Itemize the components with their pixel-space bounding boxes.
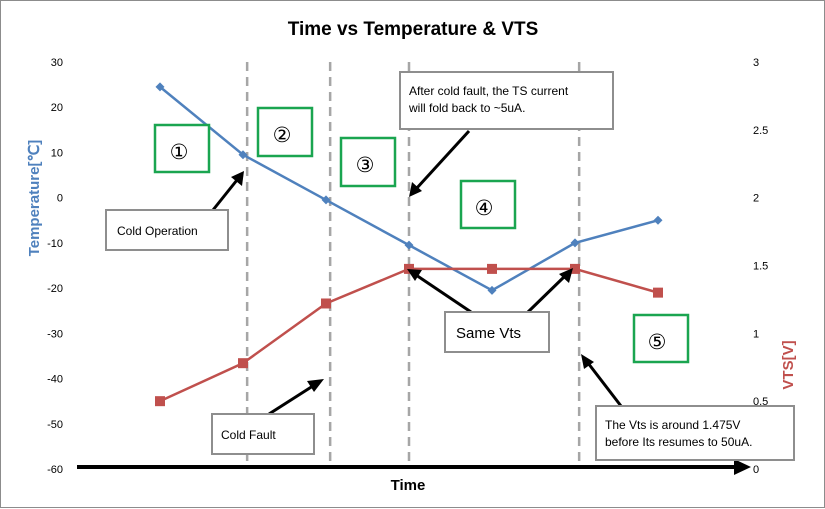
region-box-2: ② — [256, 106, 314, 158]
temperature-point — [487, 285, 497, 295]
arrow-after-cold-fault — [409, 129, 471, 197]
left-tick-label: -60 — [47, 464, 63, 476]
y-axis-left-title: Temperature[℃] — [26, 140, 43, 257]
region-label-2: ② — [273, 123, 292, 147]
temperature-point — [404, 240, 414, 250]
callout-same-vts: Same Vts — [444, 311, 550, 353]
region-box-4: ④ — [459, 179, 517, 230]
arrow-same-vts-right — [526, 268, 573, 314]
series-layer — [155, 82, 663, 407]
callout-cold-operation: Cold Operation — [105, 209, 229, 251]
right-tick-label: 2 — [753, 193, 759, 205]
region-label-3: ③ — [356, 153, 375, 177]
right-tick-label: 1 — [753, 328, 759, 340]
right-tick-label: 3 — [753, 57, 759, 69]
right-tick-label: 2.5 — [753, 125, 768, 137]
vts-point — [238, 358, 248, 369]
callout-vts-around-line1: The Vts is around 1.475V — [605, 418, 740, 432]
temperature-point — [321, 195, 331, 205]
left-tick-label: 20 — [51, 102, 63, 114]
callout-cold-fault: Cold Fault — [211, 413, 315, 455]
left-tick-label: -30 — [47, 328, 63, 340]
temperature-point — [653, 215, 663, 225]
callout-after-cold-fault-line1: After cold fault, the TS current — [409, 84, 569, 98]
vts-point — [487, 263, 497, 274]
right-tick-label: 0 — [753, 464, 759, 476]
vts-point — [321, 298, 331, 309]
left-tick-label: 30 — [51, 57, 63, 69]
left-tick-label: -10 — [47, 238, 63, 250]
right-axis-ticks: 32.521.510.50 — [753, 57, 768, 476]
axis-layer — [77, 459, 751, 475]
callout-cold-operation-text: Cold Operation — [117, 224, 198, 238]
arrow-cold-fault — [268, 379, 324, 416]
callout-after-cold-fault: After cold fault, the TS current will fo… — [399, 71, 614, 130]
arrow-same-vts-left — [407, 269, 472, 314]
callout-vts-around: The Vts is around 1.475V before Its resu… — [595, 405, 795, 461]
arrow-cold-operation — [211, 171, 244, 211]
left-tick-label: 0 — [57, 193, 63, 205]
region-label-5: ⑤ — [648, 330, 667, 354]
region-label-4: ④ — [475, 196, 494, 220]
y-axis-right-title: VTS[V] — [780, 340, 797, 389]
vts-point — [155, 396, 165, 407]
chart-title: Time vs Temperature & VTS — [288, 19, 539, 40]
region-box-5: ⑤ — [632, 313, 690, 364]
left-tick-label: 10 — [51, 147, 63, 159]
left-tick-label: -50 — [47, 419, 63, 431]
vts-point — [653, 287, 663, 298]
x-axis-title: Time — [391, 477, 426, 494]
vts-point — [404, 263, 414, 274]
vts-point — [570, 263, 580, 274]
callout-vts-around-line2: before Its resumes to 50uA. — [605, 435, 752, 449]
callout-same-vts-text: Same Vts — [456, 325, 521, 342]
arrow-vts-around — [581, 354, 623, 407]
region-box-1: ① — [153, 123, 211, 174]
x-axis-arrow-head — [734, 459, 751, 475]
annotation-arrows — [211, 129, 623, 416]
left-tick-label: -40 — [47, 374, 63, 386]
callout-after-cold-fault-line2: will fold back to ~5uA. — [408, 101, 525, 115]
right-tick-label: 1.5 — [753, 261, 768, 273]
callout-cold-fault-text: Cold Fault — [221, 428, 276, 442]
left-tick-label: -20 — [47, 283, 63, 295]
region-label-1: ① — [170, 140, 189, 164]
temperature-point — [155, 82, 165, 92]
region-box-3: ③ — [339, 136, 397, 188]
temperature-point — [238, 150, 248, 160]
left-axis-ticks: 30 20 10 0 -10 -20 -30 -40 -50 -60 — [47, 57, 63, 476]
temperature-point — [570, 238, 580, 248]
